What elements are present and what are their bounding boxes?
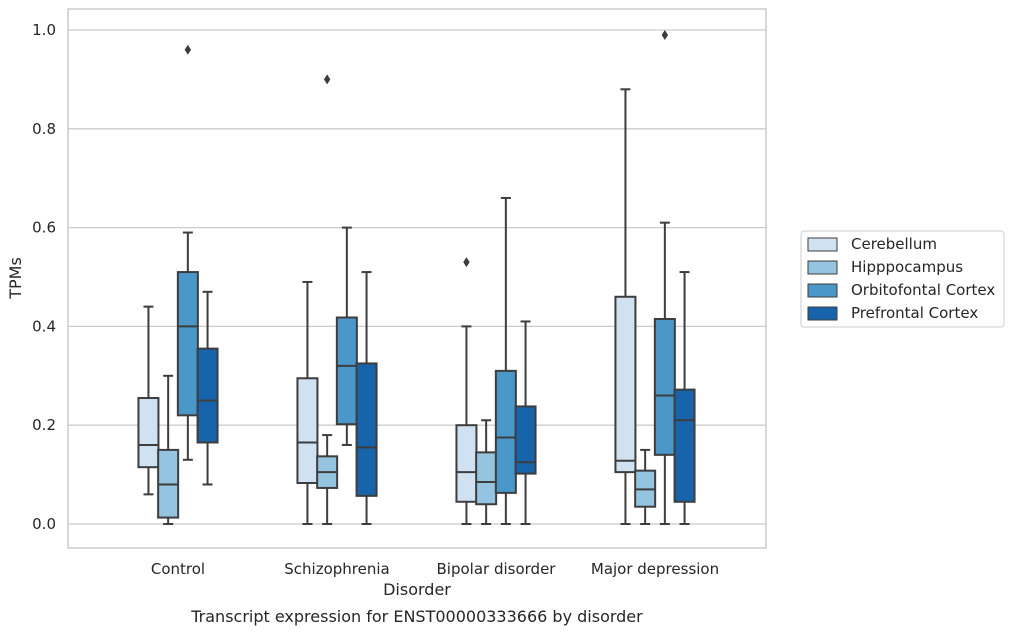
box-iqr xyxy=(653,317,676,456)
legend-frame xyxy=(800,230,1005,328)
box-cerebellum xyxy=(455,257,478,525)
legend-items: Cerebellum Hipppocampus Orbitofontal Corte… xyxy=(807,235,995,322)
box-iqr xyxy=(176,271,199,417)
box-prefrontal-cortex xyxy=(355,271,378,525)
box-prefrontal-cortex xyxy=(514,320,537,525)
y-tick-label: 0.6 xyxy=(32,219,56,237)
y-tick-label: 0.2 xyxy=(32,416,56,434)
box-iqr xyxy=(296,377,319,484)
legend-label: Prefrontal Cortex xyxy=(851,304,978,322)
legend-label: Hipppocampus xyxy=(851,258,963,276)
box-cerebellum xyxy=(614,88,637,525)
outlier-point xyxy=(463,257,470,268)
legend-swatch xyxy=(807,260,838,275)
box-prefrontal-cortex xyxy=(673,271,696,525)
box-iqr xyxy=(137,397,160,469)
box-iqr xyxy=(494,369,517,494)
plot-frame xyxy=(67,8,767,549)
x-tick-label: Major depression xyxy=(591,560,719,578)
box-iqr xyxy=(335,316,358,426)
box-orbitofontal-cortex xyxy=(653,29,676,525)
box-iqr xyxy=(614,295,637,474)
box-iqr xyxy=(475,451,498,506)
y-tick-label: 1.0 xyxy=(32,21,56,39)
box-layer xyxy=(137,29,696,525)
y-tick-label: 0.0 xyxy=(32,515,56,533)
box-iqr xyxy=(355,362,378,497)
box-iqr xyxy=(673,388,696,503)
box-hipppocampus xyxy=(475,419,498,525)
chart-caption: Transcript expression for ENST0000033366… xyxy=(190,607,643,626)
legend-label: Orbitofontal Cortex xyxy=(851,281,995,299)
box-orbitofontal-cortex xyxy=(176,44,199,461)
box-iqr xyxy=(514,405,537,475)
box-hipppocampus xyxy=(316,74,339,525)
box-iqr xyxy=(455,424,478,503)
box-cerebellum xyxy=(137,305,160,496)
box-orbitofontal-cortex xyxy=(494,196,517,525)
box-iqr xyxy=(196,347,219,444)
outlier-point xyxy=(661,29,669,40)
x-axis-ticks: Control Schizophrenia Bipolar disorder Majo… xyxy=(151,560,719,578)
legend-label: Cerebellum xyxy=(851,235,937,253)
x-axis-title: Disorder xyxy=(383,580,451,599)
box-hipppocampus xyxy=(634,448,657,525)
x-tick-label: Schizophrenia xyxy=(284,560,389,578)
box-hipppocampus xyxy=(157,374,180,525)
legend-swatch xyxy=(807,306,838,321)
y-tick-label: 0.4 xyxy=(32,317,56,335)
outlier-point xyxy=(323,74,331,85)
x-tick-label: Bipolar disorder xyxy=(437,560,557,578)
y-axis-title: TPMs xyxy=(6,257,25,300)
box-orbitofontal-cortex xyxy=(335,226,358,446)
outlier-point xyxy=(184,44,192,55)
y-axis-ticks: 0.0 0.2 0.4 0.6 0.8 1.0 xyxy=(32,21,56,533)
legend-swatch xyxy=(807,237,838,252)
box-prefrontal-cortex xyxy=(196,290,219,486)
box-cerebellum xyxy=(296,280,319,525)
legend: Cerebellum Hipppocampus Orbitofontal Corte… xyxy=(800,230,1005,328)
y-tick-label: 0.8 xyxy=(32,120,56,138)
x-tick-label: Control xyxy=(151,560,205,578)
legend-swatch xyxy=(807,283,838,298)
